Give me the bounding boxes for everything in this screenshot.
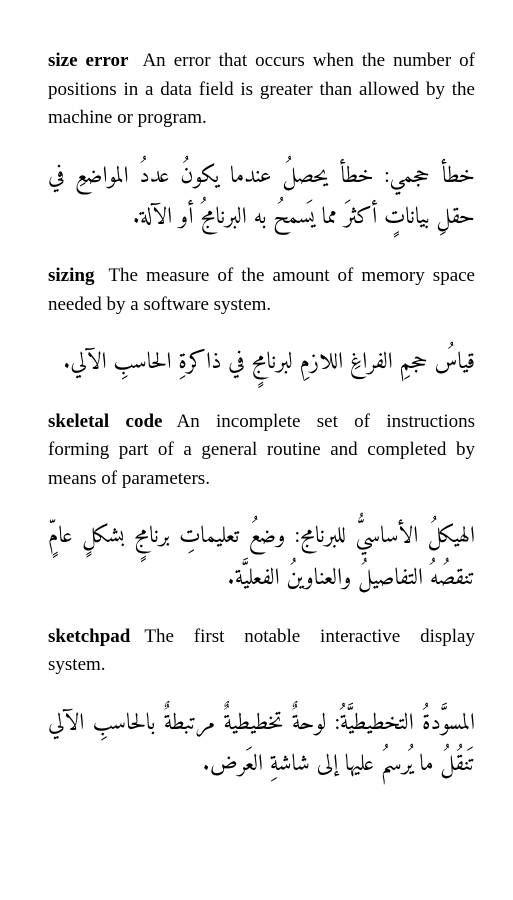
- term: size error: [48, 50, 142, 71]
- term: sketchpad: [48, 626, 144, 647]
- definition-arabic: قياسُ حجمِ الفراغِ اللازمِ لبرنامجٍ في ذ…: [48, 342, 475, 383]
- definition-english: sketchpadThe first notable interactive d…: [48, 623, 475, 680]
- definition-arabic: الهيكلُ الأساسيُّ للبرنامج: وضعُ تعليمات…: [48, 516, 475, 599]
- dictionary-entry: size errorAn error that occurs when the …: [48, 47, 475, 238]
- dictionary-entry: sketchpadThe first notable interactive d…: [48, 623, 475, 786]
- dictionary-page: size errorAn error that occurs when the …: [48, 47, 475, 786]
- definition-text-en: The measure of the amount of memory spac…: [48, 265, 475, 315]
- definition-english: size errorAn error that occurs when the …: [48, 47, 475, 133]
- definition-english: sizingThe measure of the amount of memor…: [48, 262, 475, 319]
- definition-arabic: المسوَّدةُ التخطيطيَّةُ: لوحةٌ تخطيطيةٌ …: [48, 703, 475, 786]
- dictionary-entry: sizingThe measure of the amount of memor…: [48, 262, 475, 383]
- definition-arabic: خطأ حجمي: خطأ يحصلُ عندما يكونُ عددُ الم…: [48, 156, 475, 239]
- term: sizing: [48, 265, 108, 286]
- definition-english: skeletal codeAn incomplete set of instru…: [48, 408, 475, 494]
- dictionary-entry: skeletal codeAn incomplete set of instru…: [48, 408, 475, 599]
- term: skeletal code: [48, 411, 176, 432]
